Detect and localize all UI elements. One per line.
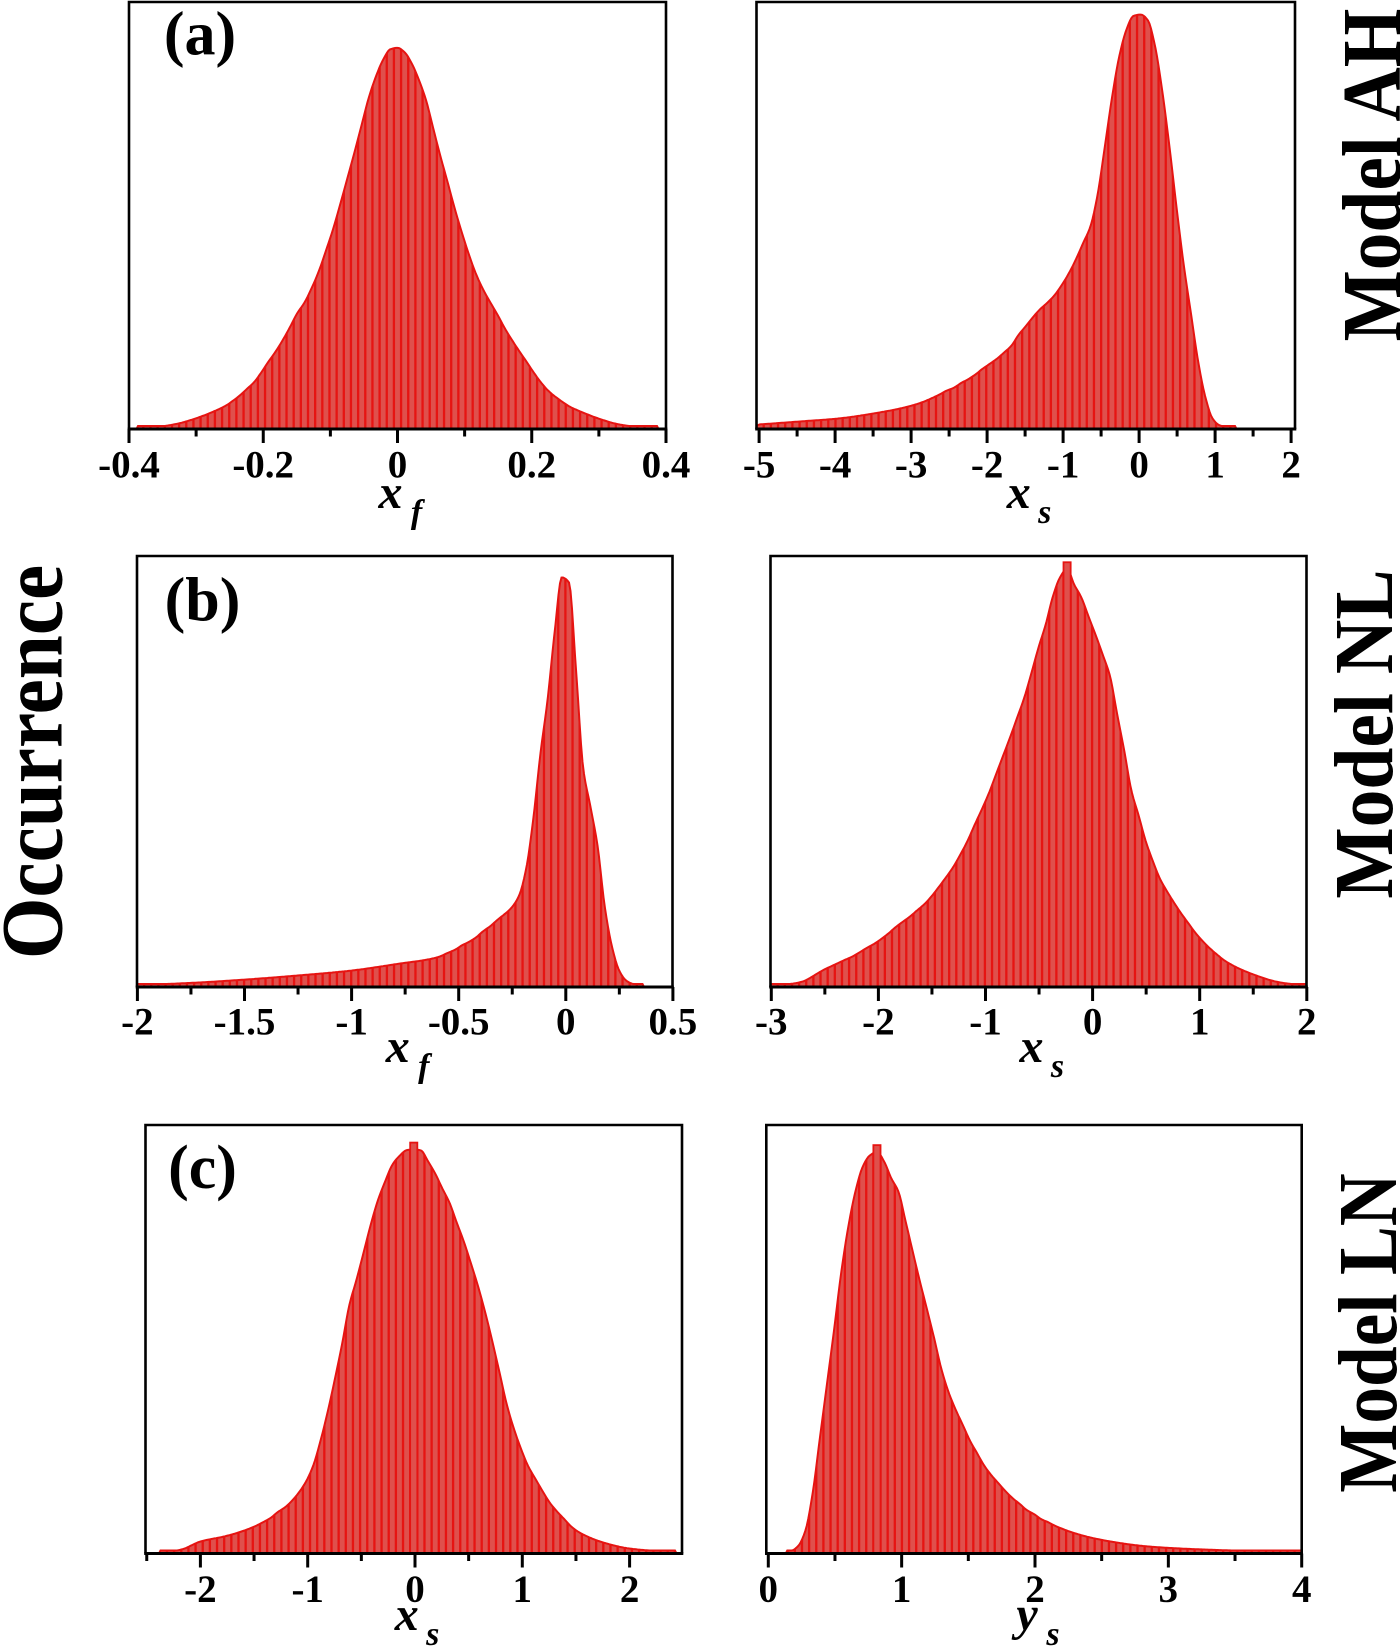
svg-text:s: s bbox=[1037, 494, 1051, 531]
svg-text:-0.4: -0.4 bbox=[98, 444, 160, 487]
svg-text:x: x bbox=[1019, 1020, 1044, 1073]
svg-text:0.5: 0.5 bbox=[649, 1001, 698, 1044]
svg-text:-2: -2 bbox=[971, 444, 1004, 487]
svg-text:-3: -3 bbox=[755, 1001, 788, 1044]
svg-text:-0.2: -0.2 bbox=[232, 444, 294, 487]
svg-text:2: 2 bbox=[1281, 444, 1301, 487]
svg-text:1: 1 bbox=[1205, 444, 1225, 487]
svg-text:-5: -5 bbox=[743, 444, 776, 487]
svg-text:x: x bbox=[1006, 466, 1031, 519]
svg-text:-1.5: -1.5 bbox=[214, 1001, 276, 1044]
svg-text:x: x bbox=[394, 1588, 419, 1641]
svg-text:-2: -2 bbox=[862, 1001, 895, 1044]
svg-text:4: 4 bbox=[1292, 1568, 1312, 1611]
svg-text:1: 1 bbox=[892, 1568, 912, 1611]
svg-text:0.4: 0.4 bbox=[642, 444, 691, 487]
svg-text:0: 0 bbox=[388, 444, 408, 487]
svg-text:x: x bbox=[385, 1020, 410, 1073]
svg-text:Model AH: Model AH bbox=[1326, 9, 1400, 342]
svg-text:s: s bbox=[1045, 1616, 1059, 1647]
svg-text:2: 2 bbox=[620, 1568, 640, 1611]
svg-text:(b): (b) bbox=[165, 567, 241, 635]
svg-text:1: 1 bbox=[1190, 1001, 1210, 1044]
svg-text:2: 2 bbox=[1297, 1001, 1317, 1044]
svg-text:-3: -3 bbox=[895, 444, 928, 487]
svg-text:(c): (c) bbox=[168, 1134, 237, 1202]
svg-text:(a): (a) bbox=[164, 1, 236, 69]
svg-text:0: 0 bbox=[759, 1568, 779, 1611]
svg-text:-1: -1 bbox=[1047, 444, 1080, 487]
svg-text:0: 0 bbox=[1083, 1001, 1103, 1044]
svg-text:0: 0 bbox=[1129, 444, 1149, 487]
svg-text:-2: -2 bbox=[184, 1568, 217, 1611]
svg-text:y: y bbox=[1011, 1588, 1038, 1641]
svg-text:Occurrence: Occurrence bbox=[0, 565, 81, 959]
svg-text:-1: -1 bbox=[969, 1001, 1002, 1044]
svg-text:-1: -1 bbox=[291, 1568, 324, 1611]
svg-text:s: s bbox=[1050, 1048, 1064, 1085]
svg-text:x: x bbox=[378, 466, 403, 519]
svg-text:f: f bbox=[418, 1048, 433, 1085]
svg-text:s: s bbox=[425, 1616, 439, 1647]
svg-text:Model LN: Model LN bbox=[1322, 1173, 1400, 1492]
svg-text:Model NL: Model NL bbox=[1318, 569, 1400, 898]
svg-text:-2: -2 bbox=[121, 1001, 154, 1044]
svg-text:-1: -1 bbox=[335, 1001, 368, 1044]
svg-text:1: 1 bbox=[513, 1568, 533, 1611]
svg-text:2: 2 bbox=[1025, 1568, 1045, 1611]
svg-text:f: f bbox=[411, 494, 426, 531]
svg-text:0: 0 bbox=[405, 1568, 425, 1611]
svg-text:-0.5: -0.5 bbox=[428, 1001, 490, 1044]
svg-text:0: 0 bbox=[556, 1001, 576, 1044]
svg-text:-4: -4 bbox=[819, 444, 852, 487]
svg-text:3: 3 bbox=[1159, 1568, 1179, 1611]
svg-text:0.2: 0.2 bbox=[507, 444, 556, 487]
